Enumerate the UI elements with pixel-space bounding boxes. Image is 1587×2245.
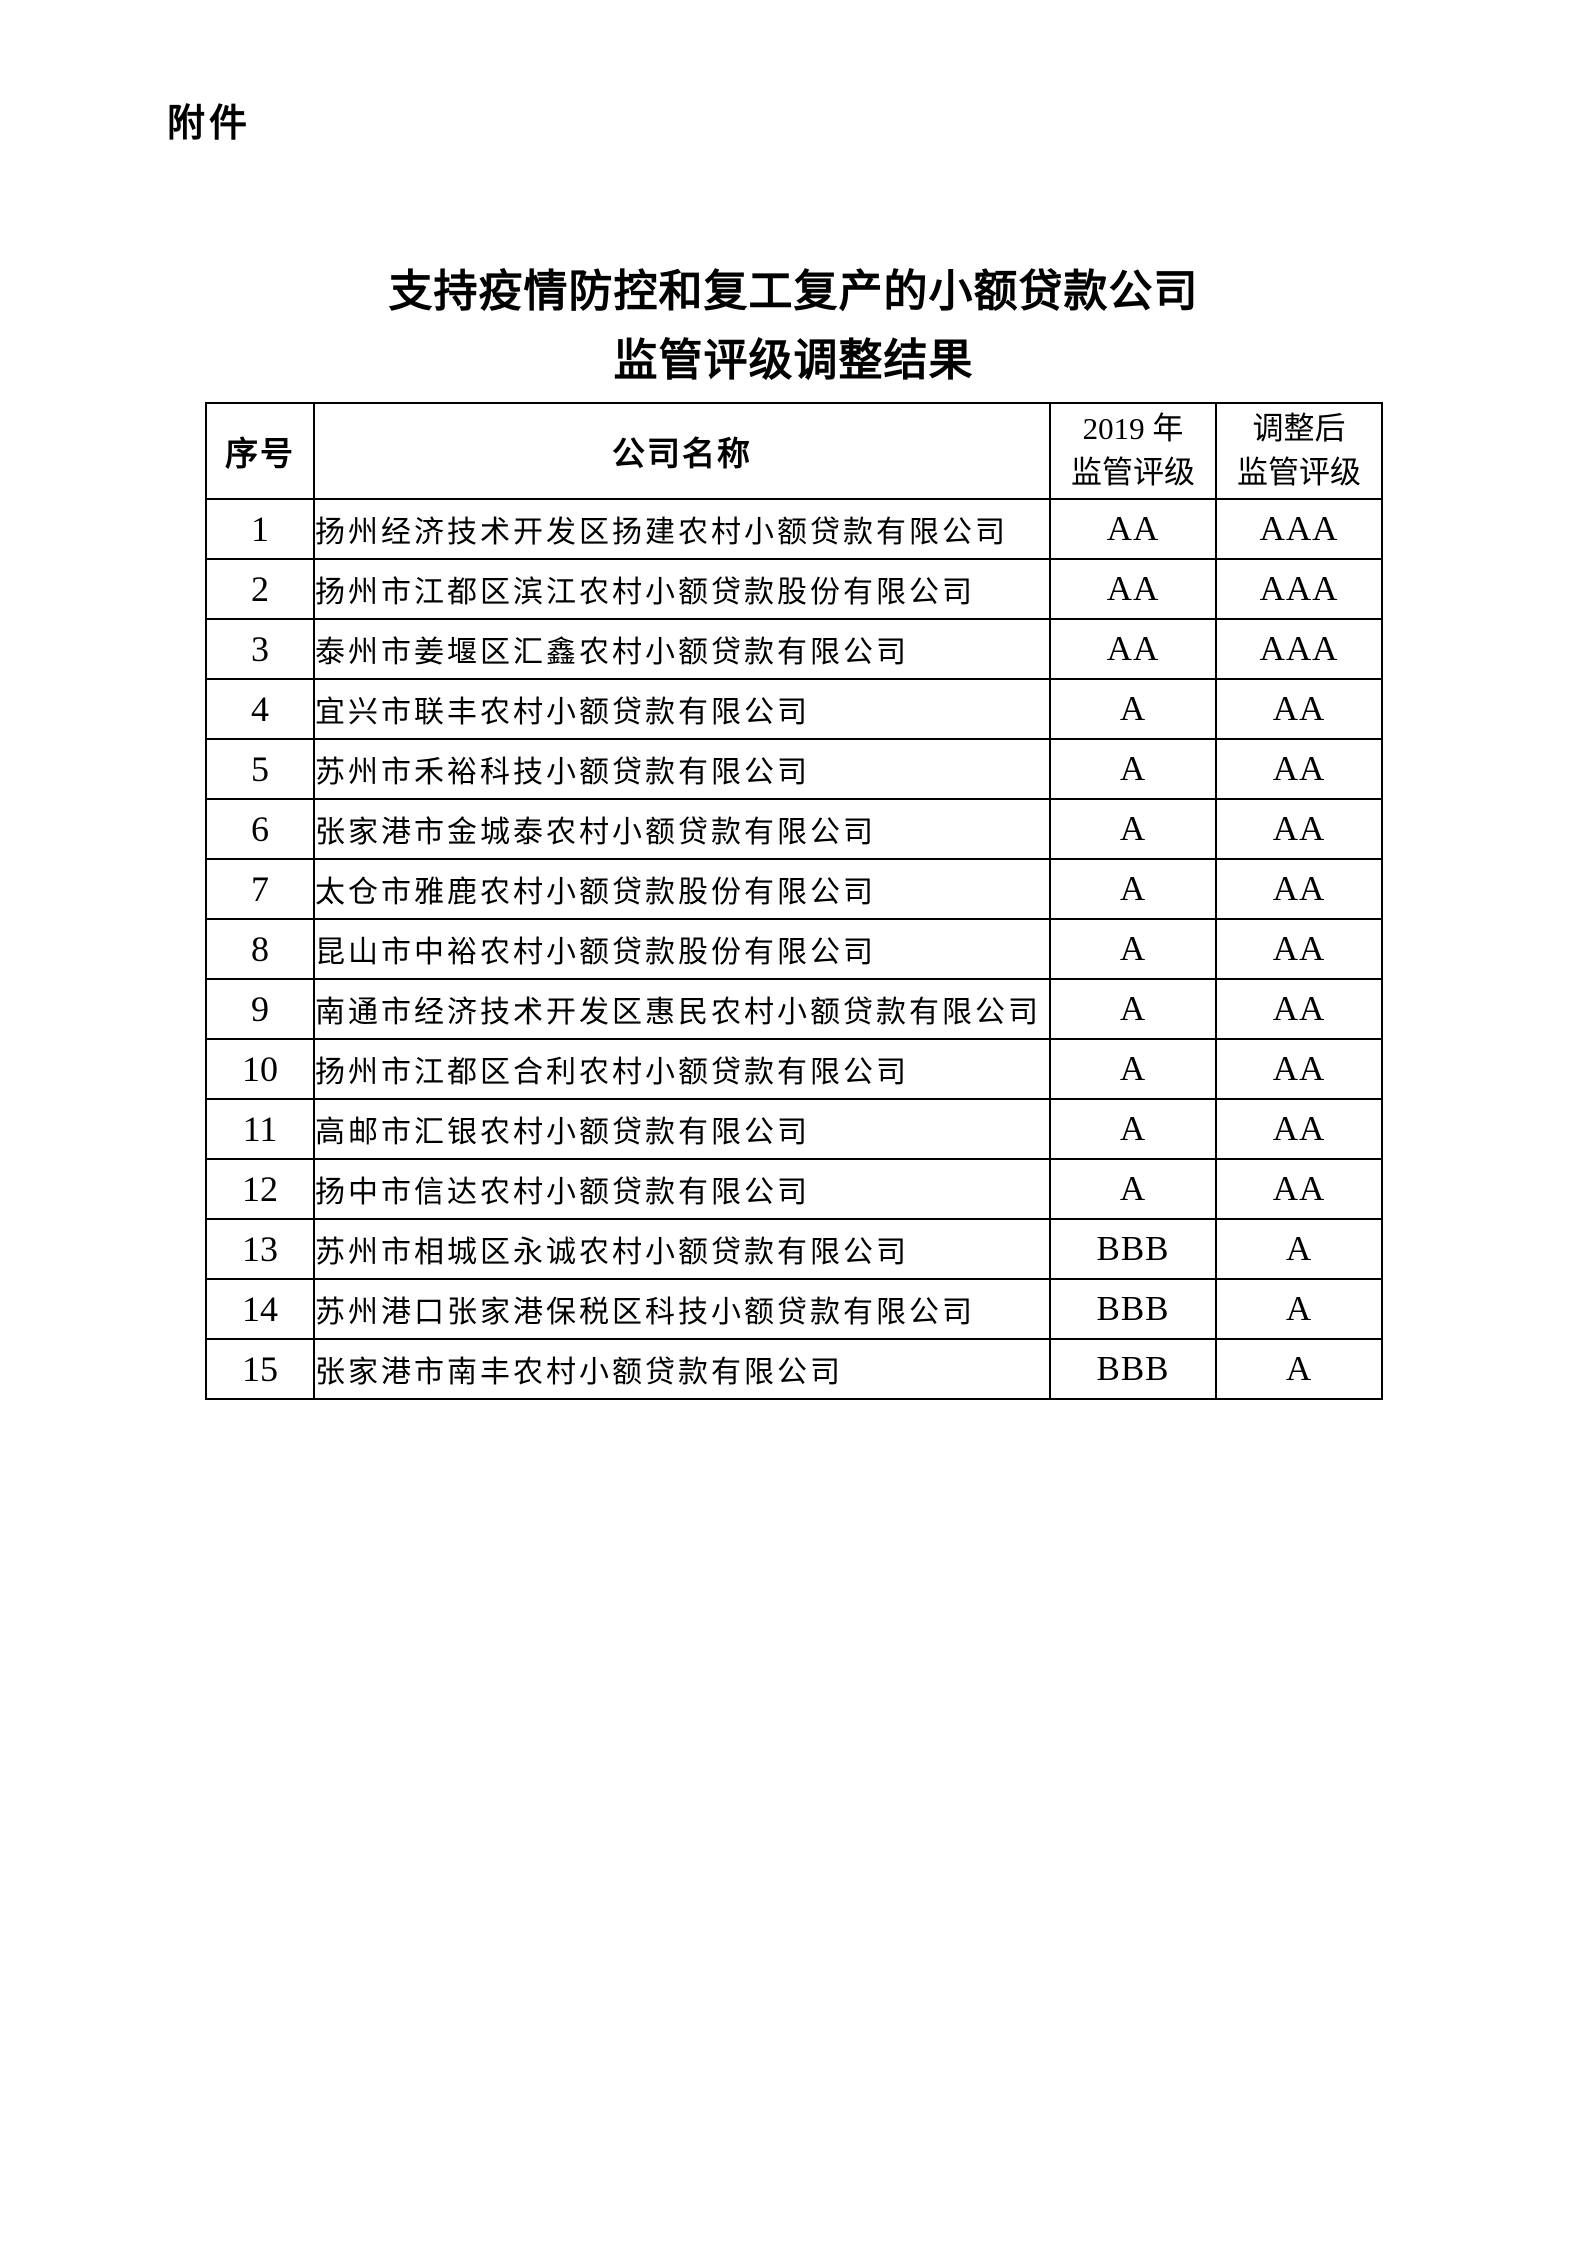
company-name: 苏州市禾裕科技小额贷款有限公司: [313, 738, 1051, 800]
rating-2019: BBB: [1049, 1338, 1217, 1400]
rating-2019: AA: [1049, 618, 1217, 680]
rating-adjusted: AAA: [1215, 498, 1383, 560]
row-number: 1: [205, 498, 315, 560]
table-row: 10 扬州市江都区合利农村小额贷款有限公司 A AA: [205, 1038, 1383, 1100]
row-number: 9: [205, 978, 315, 1040]
table-row: 4 宜兴市联丰农村小额贷款有限公司 A AA: [205, 678, 1383, 740]
company-name: 宜兴市联丰农村小额贷款有限公司: [313, 678, 1051, 740]
rating-adjusted: A: [1215, 1278, 1383, 1340]
rating-2019: AA: [1049, 558, 1217, 620]
rating-2019: A: [1049, 1038, 1217, 1100]
company-name: 张家港市金城泰农村小额贷款有限公司: [313, 798, 1051, 860]
rating-2019: A: [1049, 1098, 1217, 1160]
rating-2019: A: [1049, 858, 1217, 920]
attachment-label: 附件: [167, 103, 252, 145]
company-name: 扬州经济技术开发区扬建农村小额贷款有限公司: [313, 498, 1051, 560]
rating-adjusted: AA: [1215, 798, 1383, 860]
company-name: 苏州港口张家港保税区科技小额贷款有限公司: [313, 1278, 1051, 1340]
row-number: 12: [205, 1158, 315, 1220]
document-title-line1: 支持疫情防控和复工复产的小额贷款公司: [388, 267, 1199, 316]
company-name: 昆山市中裕农村小额贷款股份有限公司: [313, 918, 1051, 980]
rating-2019: AA: [1049, 498, 1217, 560]
table-row: 14 苏州港口张家港保税区科技小额贷款有限公司 BBB A: [205, 1278, 1383, 1340]
table-row: 13 苏州市相城区永诚农村小额贷款有限公司 BBB A: [205, 1218, 1383, 1280]
table-body: 1 扬州经济技术开发区扬建农村小额贷款有限公司 AA AAA 2 扬州市江都区滨…: [205, 498, 1383, 1400]
table-row: 15 张家港市南丰农村小额贷款有限公司 BBB A: [205, 1338, 1383, 1400]
table-row: 5 苏州市禾裕科技小额贷款有限公司 A AA: [205, 738, 1383, 800]
row-number: 2: [205, 558, 315, 620]
company-name: 苏州市相城区永诚农村小额贷款有限公司: [313, 1218, 1051, 1280]
rating-2019: A: [1049, 918, 1217, 980]
row-number: 10: [205, 1038, 315, 1100]
company-name: 高邮市汇银农村小额贷款有限公司: [313, 1098, 1051, 1160]
header-no: 序号: [205, 402, 315, 500]
rating-2019: A: [1049, 978, 1217, 1040]
rating-2019: A: [1049, 738, 1217, 800]
rating-adjusted: AA: [1215, 1158, 1383, 1220]
row-number: 7: [205, 858, 315, 920]
rating-2019: A: [1049, 678, 1217, 740]
document-title-line2: 监管评级调整结果: [613, 336, 974, 385]
row-number: 3: [205, 618, 315, 680]
company-name: 扬州市江都区合利农村小额贷款有限公司: [313, 1038, 1051, 1100]
header-rating-2019: 2019 年 监管评级: [1049, 402, 1217, 500]
table-row: 9 南通市经济技术开发区惠民农村小额贷款有限公司 A AA: [205, 978, 1383, 1040]
rating-adjusted: AAA: [1215, 558, 1383, 620]
rating-adjusted: AA: [1215, 858, 1383, 920]
header-rating-adjusted: 调整后 监管评级: [1215, 402, 1383, 500]
rating-table: 序号 公司名称 2019 年 监管评级 调整后 监管评级 1 扬州经济技术开发区…: [205, 402, 1383, 1400]
table-row: 8 昆山市中裕农村小额贷款股份有限公司 A AA: [205, 918, 1383, 980]
rating-adjusted: AA: [1215, 1038, 1383, 1100]
company-name: 太仓市雅鹿农村小额贷款股份有限公司: [313, 858, 1051, 920]
header-company-name: 公司名称: [313, 402, 1051, 500]
rating-adjusted: AA: [1215, 678, 1383, 740]
rating-adjusted: AA: [1215, 1098, 1383, 1160]
table-row: 2 扬州市江都区滨江农村小额贷款股份有限公司 AA AAA: [205, 558, 1383, 620]
rating-adjusted: A: [1215, 1218, 1383, 1280]
row-number: 11: [205, 1098, 315, 1160]
table-row: 12 扬中市信达农村小额贷款有限公司 A AA: [205, 1158, 1383, 1220]
company-name: 张家港市南丰农村小额贷款有限公司: [313, 1338, 1051, 1400]
rating-2019: BBB: [1049, 1218, 1217, 1280]
rating-adjusted: AA: [1215, 918, 1383, 980]
company-name: 泰州市姜堰区汇鑫农村小额贷款有限公司: [313, 618, 1051, 680]
row-number: 13: [205, 1218, 315, 1280]
company-name: 南通市经济技术开发区惠民农村小额贷款有限公司: [313, 978, 1051, 1040]
table-row: 3 泰州市姜堰区汇鑫农村小额贷款有限公司 AA AAA: [205, 618, 1383, 680]
table-row: 7 太仓市雅鹿农村小额贷款股份有限公司 A AA: [205, 858, 1383, 920]
row-number: 8: [205, 918, 315, 980]
table-row: 1 扬州经济技术开发区扬建农村小额贷款有限公司 AA AAA: [205, 498, 1383, 560]
rating-adjusted: A: [1215, 1338, 1383, 1400]
table-row: 6 张家港市金城泰农村小额贷款有限公司 A AA: [205, 798, 1383, 860]
table-row: 11 高邮市汇银农村小额贷款有限公司 A AA: [205, 1098, 1383, 1160]
rating-adjusted: AAA: [1215, 618, 1383, 680]
rating-2019: A: [1049, 798, 1217, 860]
rating-adjusted: AA: [1215, 978, 1383, 1040]
rating-2019: A: [1049, 1158, 1217, 1220]
row-number: 4: [205, 678, 315, 740]
rating-adjusted: AA: [1215, 738, 1383, 800]
row-number: 15: [205, 1338, 315, 1400]
row-number: 5: [205, 738, 315, 800]
row-number: 6: [205, 798, 315, 860]
company-name: 扬州市江都区滨江农村小额贷款股份有限公司: [313, 558, 1051, 620]
table-header: 序号 公司名称 2019 年 监管评级 调整后 监管评级: [205, 402, 1383, 500]
company-name: 扬中市信达农村小额贷款有限公司: [313, 1158, 1051, 1220]
row-number: 14: [205, 1278, 315, 1340]
rating-2019: BBB: [1049, 1278, 1217, 1340]
